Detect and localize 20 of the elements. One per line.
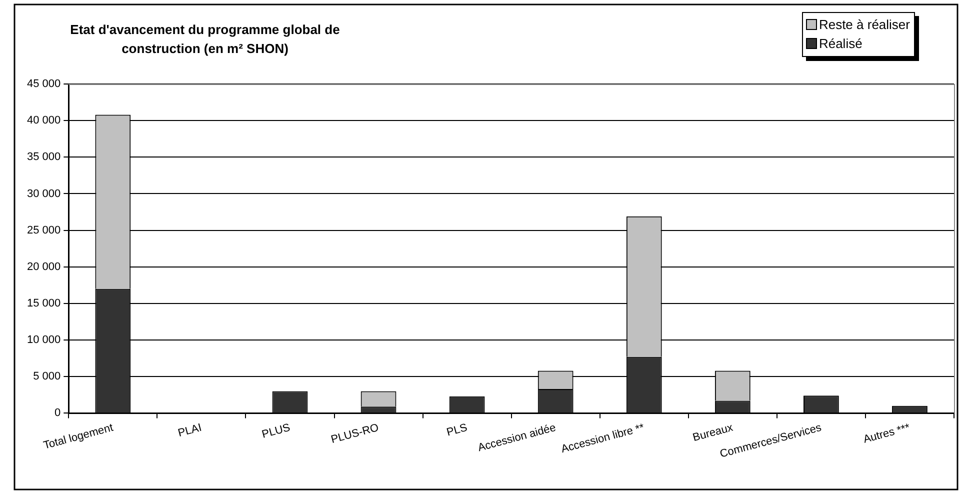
y-tick-label: 10 000 [26, 334, 61, 346]
legend-label: Reste à réaliser [818, 16, 910, 34]
x-tick-label: Accession aidée [476, 422, 558, 454]
y-tick-label: 35 000 [26, 151, 61, 164]
y-tick-label: 45 000 [26, 78, 61, 90]
x-tick-label: PLUS [260, 422, 292, 441]
x-tick-label: PLS [445, 422, 469, 439]
x-tick-label: Autres *** [862, 422, 912, 446]
x-tick-label: Total logement [42, 422, 114, 452]
legend-label: Réalisé [818, 35, 862, 53]
y-tick-label: 0 [54, 407, 61, 420]
y-tick-label: 40 000 [26, 114, 61, 127]
x-tick-label: PLAI [176, 422, 204, 440]
chart-title: Etat d'avancement du programme global de construction (en m² SHON) [69, 21, 341, 58]
y-tick-label: 20 000 [26, 260, 61, 273]
x-tick-label: Accession libre ** [560, 422, 646, 456]
y-tick-label: 30 000 [26, 188, 61, 200]
y-tick-label: 5 000 [33, 370, 61, 383]
y-tick-label: 25 000 [26, 224, 61, 236]
y-tick-label: 15 000 [26, 297, 61, 310]
